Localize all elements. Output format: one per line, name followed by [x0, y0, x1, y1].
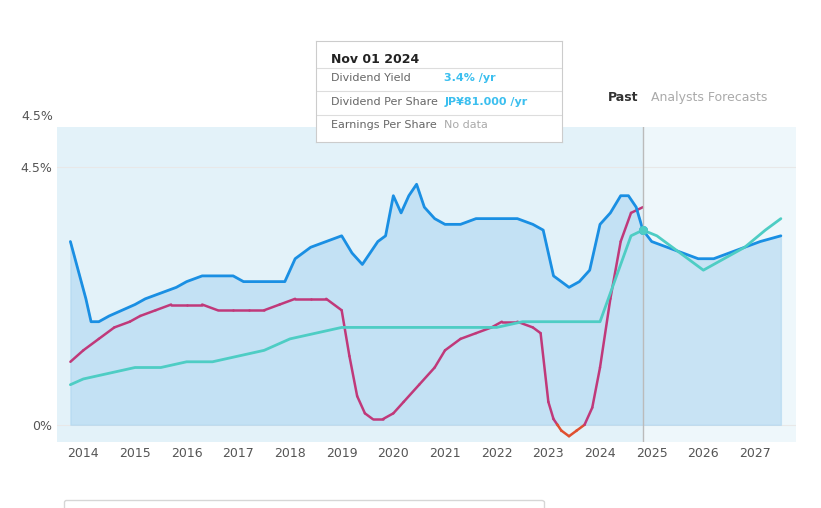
Legend: Dividend Yield, Dividend Per Share, Earnings Per Share: Dividend Yield, Dividend Per Share, Earn…	[64, 500, 544, 508]
Bar	[57, 127, 643, 442]
Text: JP¥81.000 /yr: JP¥81.000 /yr	[444, 97, 527, 107]
Bar	[643, 127, 796, 442]
Text: No data: No data	[444, 120, 488, 130]
Text: Earnings Per Share: Earnings Per Share	[331, 120, 437, 130]
Text: Dividend Yield: Dividend Yield	[331, 73, 410, 83]
Text: Dividend Per Share: Dividend Per Share	[331, 97, 438, 107]
Text: Analysts Forecasts: Analysts Forecasts	[651, 91, 768, 104]
Text: 3.4% /yr: 3.4% /yr	[444, 73, 496, 83]
Text: 4.5%: 4.5%	[21, 110, 53, 123]
Text: Nov 01 2024: Nov 01 2024	[331, 53, 419, 66]
Text: Past: Past	[608, 91, 639, 104]
